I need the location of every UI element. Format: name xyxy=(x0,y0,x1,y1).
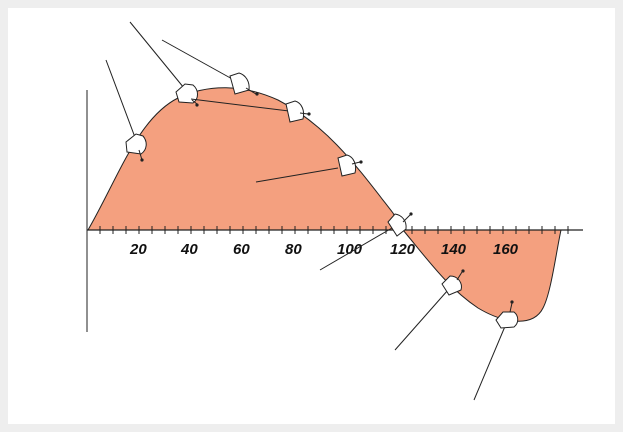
x-tick-label-120: 120 xyxy=(390,241,416,258)
marker-7 xyxy=(394,269,465,351)
marker-4 xyxy=(285,100,311,123)
x-tick-label-60: 60 xyxy=(233,241,250,258)
x-axis-ticks xyxy=(99,226,569,234)
positive-lobe-fill xyxy=(87,87,404,231)
x-tick-label-100: 100 xyxy=(337,241,363,258)
marker-3 xyxy=(161,39,259,96)
x-tick-label-140: 140 xyxy=(441,241,467,258)
x-axis-tick-labels: 20 40 60 80 100 120 140 160 xyxy=(129,241,519,258)
figure-panel: 20 40 60 80 100 120 140 160 xyxy=(8,8,615,424)
curve-diagram: 20 40 60 80 100 120 140 160 xyxy=(86,21,583,401)
x-tick-label-160: 160 xyxy=(493,241,519,258)
negative-lobe-fill xyxy=(401,229,562,322)
marker-5 xyxy=(255,154,363,183)
x-tick-label-40: 40 xyxy=(180,241,198,258)
x-tick-label-20: 20 xyxy=(129,241,147,258)
marker-6 xyxy=(319,212,413,271)
marker-2 xyxy=(129,21,290,112)
marker-8 xyxy=(473,300,519,401)
marker-1 xyxy=(105,59,147,162)
x-tick-label-80: 80 xyxy=(285,241,302,258)
